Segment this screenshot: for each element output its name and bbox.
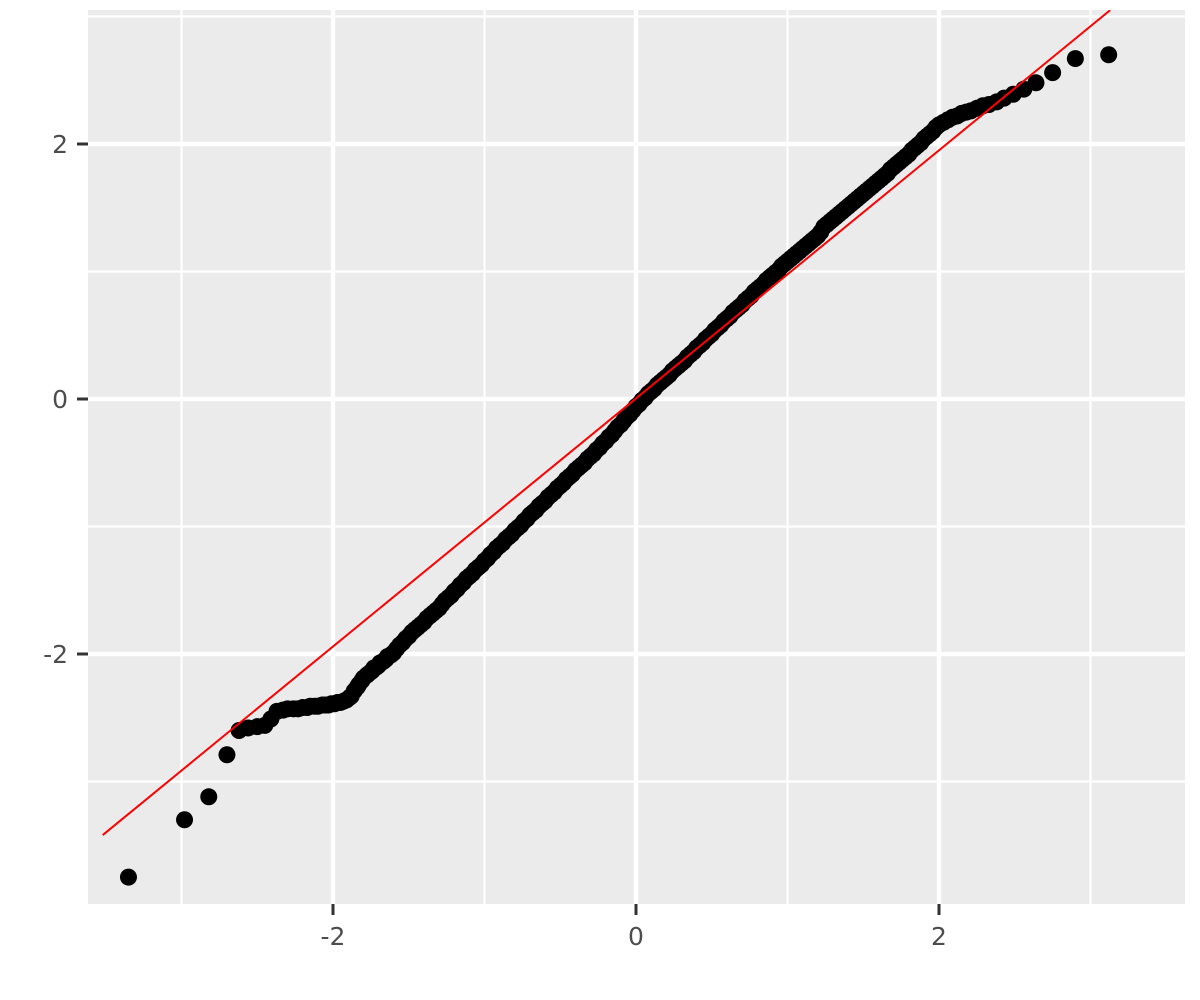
x-tick-label: 0	[628, 922, 644, 951]
x-tick-label: 2	[931, 922, 947, 951]
data-point	[200, 788, 218, 806]
data-point	[1044, 64, 1062, 82]
data-point	[1027, 74, 1045, 92]
y-tick-label: 2	[52, 130, 68, 159]
reference-line	[102, 10, 1111, 836]
data-point	[218, 746, 236, 764]
scatter-points	[119, 46, 1118, 886]
y-tick-label: -2	[43, 640, 68, 669]
grid-major-lines	[88, 10, 1185, 904]
data-point	[176, 811, 194, 829]
x-tick-label: -2	[321, 922, 346, 951]
data-point	[1100, 46, 1118, 64]
data-point	[1066, 50, 1084, 68]
qq-reference-line	[102, 10, 1111, 836]
data-point	[119, 868, 137, 886]
axis-tick-labels: -2 0 2 -2 0 2	[43, 130, 947, 951]
axis-tick-marks	[77, 142, 941, 915]
y-tick-label: 0	[52, 385, 68, 414]
